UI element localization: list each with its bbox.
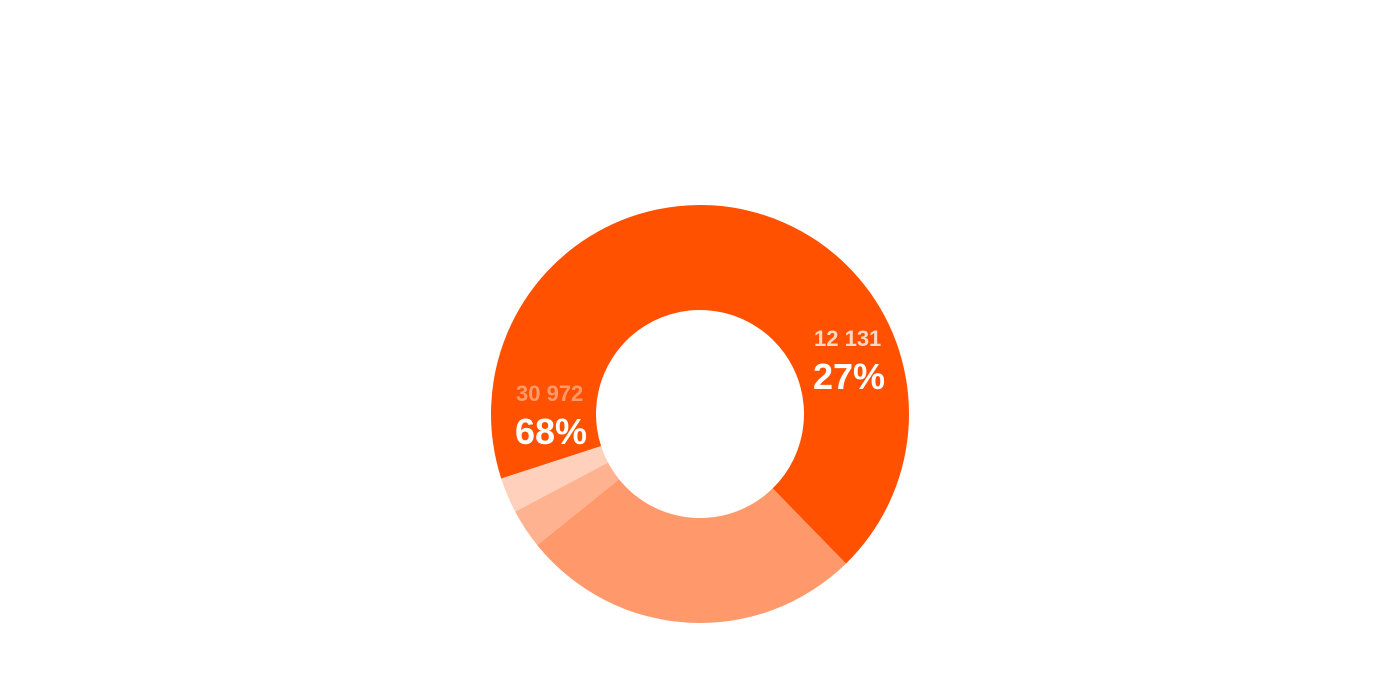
slice-value-label-0: 30 972 (516, 381, 583, 406)
donut-slice-0 (491, 205, 909, 564)
donut-slice-2 (515, 462, 620, 546)
donut-slices (491, 205, 909, 623)
donut-slice-3 (501, 446, 609, 512)
slice-percent-label-1: 27% (813, 356, 885, 397)
donut-labels: 30 972 68% 12 131 27% (515, 326, 885, 452)
donut-slice-1 (537, 479, 846, 623)
slice-percent-label-0: 68% (515, 411, 587, 452)
slice-value-label-1: 12 131 (814, 326, 881, 351)
